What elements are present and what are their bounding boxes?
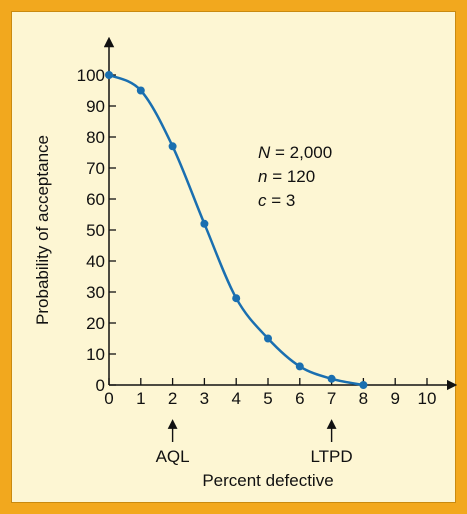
y-tick-label: 60 <box>86 190 105 209</box>
x-tick-label: 10 <box>418 389 437 408</box>
y-tick-label: 30 <box>86 283 105 302</box>
y-tick-label: 40 <box>86 252 105 271</box>
x-tick-label: 7 <box>327 389 336 408</box>
chart-panel: 0 10 20 30 40 50 60 70 80 90 100 0 1 2 3 4 5 6 7 8 9 10 Prob… <box>11 11 457 503</box>
x-tick-label: 8 <box>359 389 368 408</box>
x-tick-label: 3 <box>200 389 209 408</box>
oc-curve-chart: 0 10 20 30 40 50 60 70 80 90 100 0 1 2 3 4 5 6 7 8 9 10 Prob… <box>33 36 457 490</box>
y-tick-label: 10 <box>86 345 105 364</box>
parameter-text: N = 2,000 <box>258 143 332 162</box>
y-tick-label: 90 <box>86 97 105 116</box>
marker-label: LTPD <box>310 447 352 466</box>
parameter-annotation: N = 2,000 n = 120 c = 3 <box>258 143 332 210</box>
y-tick-group: 0 10 20 30 40 50 60 70 80 90 100 <box>77 66 116 395</box>
data-point <box>264 334 272 343</box>
parameter-text: c = 3 <box>258 191 295 210</box>
x-tick-label: 5 <box>263 389 272 408</box>
x-tick-label: 4 <box>231 389 240 408</box>
data-point <box>168 142 177 151</box>
x-tick-label: 6 <box>295 389 304 408</box>
y-axis-label: Probability of acceptance <box>33 135 52 325</box>
y-tick-label: 80 <box>86 128 105 147</box>
data-point <box>105 71 113 79</box>
y-tick-label: 70 <box>86 159 105 178</box>
y-tick-label: 0 <box>96 376 105 395</box>
y-tick-label: 50 <box>86 221 105 240</box>
data-point <box>327 374 336 383</box>
data-point <box>136 86 145 95</box>
x-axis-label: Percent defective <box>202 471 333 490</box>
data-point <box>232 294 241 303</box>
data-point <box>295 362 304 371</box>
y-tick-label: 100 <box>77 66 105 85</box>
data-point <box>359 381 368 389</box>
x-tick-label: 0 <box>104 389 113 408</box>
x-tick-label: 2 <box>168 389 177 408</box>
y-tick-label: 20 <box>86 314 105 333</box>
parameter-text: n = 120 <box>258 167 315 186</box>
oc-curve-line <box>108 73 364 387</box>
x-tick-label: 1 <box>136 389 145 408</box>
x-tick-group: 0 1 2 3 4 5 6 7 8 9 10 <box>104 378 436 408</box>
quality-level-markers: AQL LTPD <box>156 419 353 466</box>
marker-label: AQL <box>156 447 190 466</box>
x-tick-label: 9 <box>390 389 399 408</box>
data-point-group <box>105 71 368 389</box>
data-point <box>200 219 209 228</box>
